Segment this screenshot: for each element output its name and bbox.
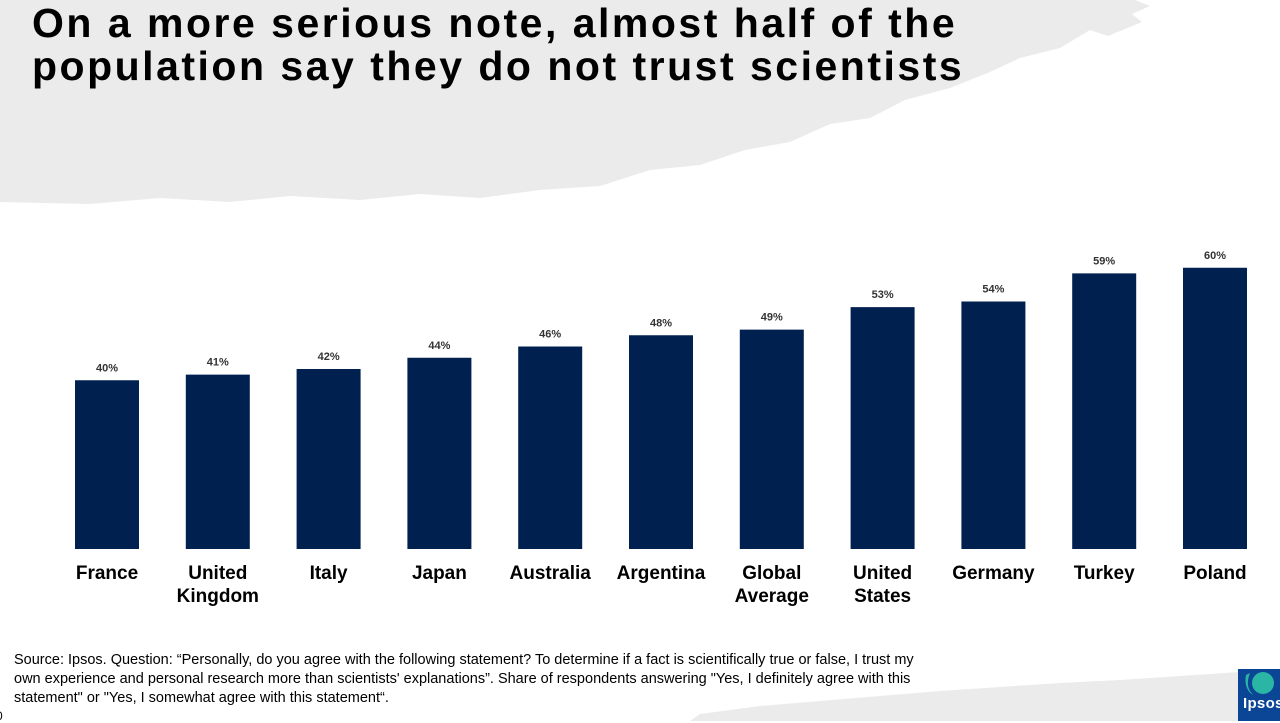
value-label: 60%: [1204, 250, 1226, 262]
value-label: 41%: [207, 357, 229, 369]
logo-wordmark: Ipsos: [1243, 695, 1280, 712]
value-label: 48%: [650, 317, 672, 329]
category-label: Australia: [510, 563, 592, 584]
bar: [850, 307, 915, 549]
bar: [185, 374, 250, 549]
bar: [407, 357, 472, 549]
bar: [629, 335, 693, 549]
bar: [296, 369, 361, 549]
header-torn-paper-band: [0, 0, 1150, 204]
category-label: France: [76, 563, 138, 584]
category-label: Global Average: [735, 563, 809, 607]
category-label: Japan: [412, 563, 467, 584]
value-label: 53%: [872, 289, 894, 301]
bar: [1072, 273, 1137, 549]
category-label: Italy: [310, 563, 348, 584]
category-label: Turkey: [1074, 563, 1135, 584]
bar-chart: 40% France 41% United Kingdom 42% Italy 44% Japa…: [75, 250, 1247, 607]
category-label: Poland: [1183, 563, 1246, 584]
category-label: Argentina: [617, 563, 706, 584]
bar: [739, 329, 804, 549]
value-label: 40%: [96, 362, 118, 374]
bar: [518, 346, 583, 549]
category-label: Germany: [952, 563, 1035, 584]
slide-title: On a more serious note, almost half of t…: [32, 0, 965, 89]
value-label: 44%: [428, 340, 450, 352]
category-label: United Kingdom: [177, 563, 259, 607]
value-label: 49%: [761, 312, 783, 324]
value-label: 46%: [539, 329, 561, 341]
bar: [1183, 267, 1247, 549]
page-number: 0: [0, 709, 3, 723]
bar: [961, 301, 1026, 549]
value-label: 42%: [318, 351, 340, 363]
logo-emblem-icon: [1238, 669, 1280, 721]
source-note: Source: Ipsos. Question: “Personally, do…: [14, 652, 914, 706]
ipsos-logo: Ipsos: [1238, 669, 1280, 721]
value-label: 54%: [982, 284, 1004, 296]
value-label: 59%: [1093, 255, 1115, 267]
bar: [75, 380, 139, 549]
category-label: United States: [853, 563, 912, 607]
footer-torn-paper-band: [690, 670, 1280, 721]
